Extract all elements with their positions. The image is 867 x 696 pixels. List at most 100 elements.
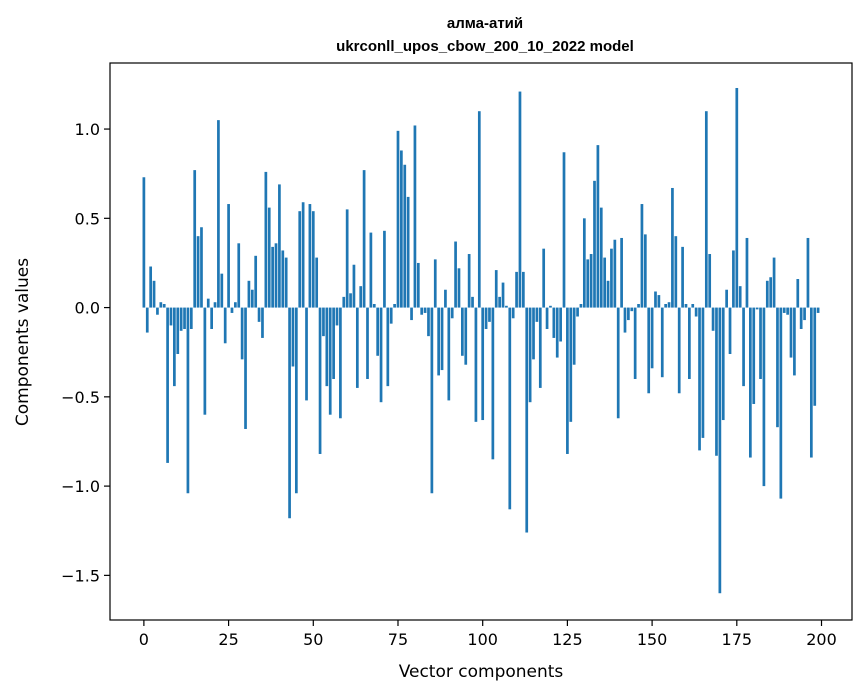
bar-96 xyxy=(467,254,471,308)
bar-125 xyxy=(566,307,569,454)
bar-5 xyxy=(159,302,163,308)
bar-20 xyxy=(210,307,213,329)
bar-85 xyxy=(430,307,434,494)
bar-104 xyxy=(494,270,498,308)
bar-153 xyxy=(660,307,664,378)
bar-141 xyxy=(620,237,623,308)
bar-193 xyxy=(796,279,800,308)
bar-91 xyxy=(450,307,454,319)
bar-16 xyxy=(196,236,200,308)
bar-157 xyxy=(674,236,678,308)
x-tick-label: 100 xyxy=(467,630,498,649)
bar-167 xyxy=(708,254,712,308)
bar-127 xyxy=(572,307,576,365)
bar-142 xyxy=(623,307,627,333)
bar-151 xyxy=(654,291,657,308)
bar-171 xyxy=(721,307,725,421)
bar-70 xyxy=(379,307,383,403)
bar-183 xyxy=(762,307,766,487)
bar-1 xyxy=(145,307,149,333)
bar-86 xyxy=(433,259,437,308)
bar-7 xyxy=(166,307,169,463)
bar-111 xyxy=(518,91,522,308)
bar-137 xyxy=(606,280,610,308)
bar-72 xyxy=(386,307,390,387)
bar-150 xyxy=(650,307,654,369)
bar-145 xyxy=(633,307,637,379)
bar-147 xyxy=(640,204,644,308)
bar-3 xyxy=(152,280,156,308)
bar-11 xyxy=(179,307,183,331)
bar-182 xyxy=(759,307,762,379)
bar-196 xyxy=(806,237,810,308)
bar-9 xyxy=(173,307,176,387)
bar-88 xyxy=(440,307,444,371)
bar-60 xyxy=(345,209,349,308)
bar-149 xyxy=(647,307,651,394)
bar-35 xyxy=(261,307,264,338)
bar-37 xyxy=(267,207,271,308)
bar-71 xyxy=(383,230,386,308)
bar-40 xyxy=(278,184,281,308)
bar-69 xyxy=(376,307,380,356)
bar-176 xyxy=(738,286,742,308)
bar-140 xyxy=(616,307,620,419)
x-tick-label: 0 xyxy=(139,630,149,649)
bar-66 xyxy=(366,307,369,379)
bar-56 xyxy=(332,307,335,379)
x-tick-label: 200 xyxy=(806,630,837,649)
bar-116 xyxy=(535,307,539,322)
bar-94 xyxy=(461,307,464,356)
bar-67 xyxy=(369,232,373,308)
bar-148 xyxy=(643,234,647,308)
bar-160 xyxy=(684,304,688,308)
bar-53 xyxy=(322,307,325,337)
bar-29 xyxy=(240,307,244,360)
bar-68 xyxy=(372,304,376,308)
bar-106 xyxy=(501,282,505,308)
bar-76 xyxy=(400,150,403,308)
y-tick-label: 0.5 xyxy=(75,209,100,228)
bar-126 xyxy=(569,307,573,422)
bar-61 xyxy=(349,293,352,308)
bar-166 xyxy=(704,111,708,308)
bar-81 xyxy=(416,262,420,308)
bar-133 xyxy=(593,180,596,308)
bar-162 xyxy=(691,304,695,308)
bar-26 xyxy=(230,307,234,313)
bar-22 xyxy=(217,120,220,308)
bar-100 xyxy=(481,307,485,421)
bar-186 xyxy=(772,257,776,308)
bar-146 xyxy=(637,304,640,308)
x-tick-label: 175 xyxy=(722,630,753,649)
bar-62 xyxy=(352,264,356,308)
bar-156 xyxy=(671,187,674,308)
bar-107 xyxy=(505,305,508,308)
bar-170 xyxy=(718,307,722,594)
bar-19 xyxy=(206,298,210,308)
bar-46 xyxy=(298,211,302,308)
bar-105 xyxy=(498,296,501,308)
bar-155 xyxy=(667,302,671,308)
bar-138 xyxy=(610,248,613,308)
bar-41 xyxy=(281,250,285,308)
bars-group xyxy=(142,87,820,594)
bar-47 xyxy=(301,202,305,308)
bar-181 xyxy=(755,307,759,310)
bar-49 xyxy=(308,204,312,308)
bar-74 xyxy=(393,304,396,308)
bar-93 xyxy=(457,268,461,308)
bar-134 xyxy=(596,145,600,308)
bar-135 xyxy=(599,207,603,308)
bar-55 xyxy=(328,307,332,415)
bar-122 xyxy=(555,307,559,358)
bar-188 xyxy=(779,307,783,499)
bar-10 xyxy=(176,307,180,354)
x-axis-label: Vector components xyxy=(399,662,564,682)
x-tick-label: 25 xyxy=(218,630,238,649)
bar-78 xyxy=(406,196,410,308)
bar-0 xyxy=(142,177,146,308)
bar-124 xyxy=(562,152,566,308)
bar-169 xyxy=(715,307,718,456)
